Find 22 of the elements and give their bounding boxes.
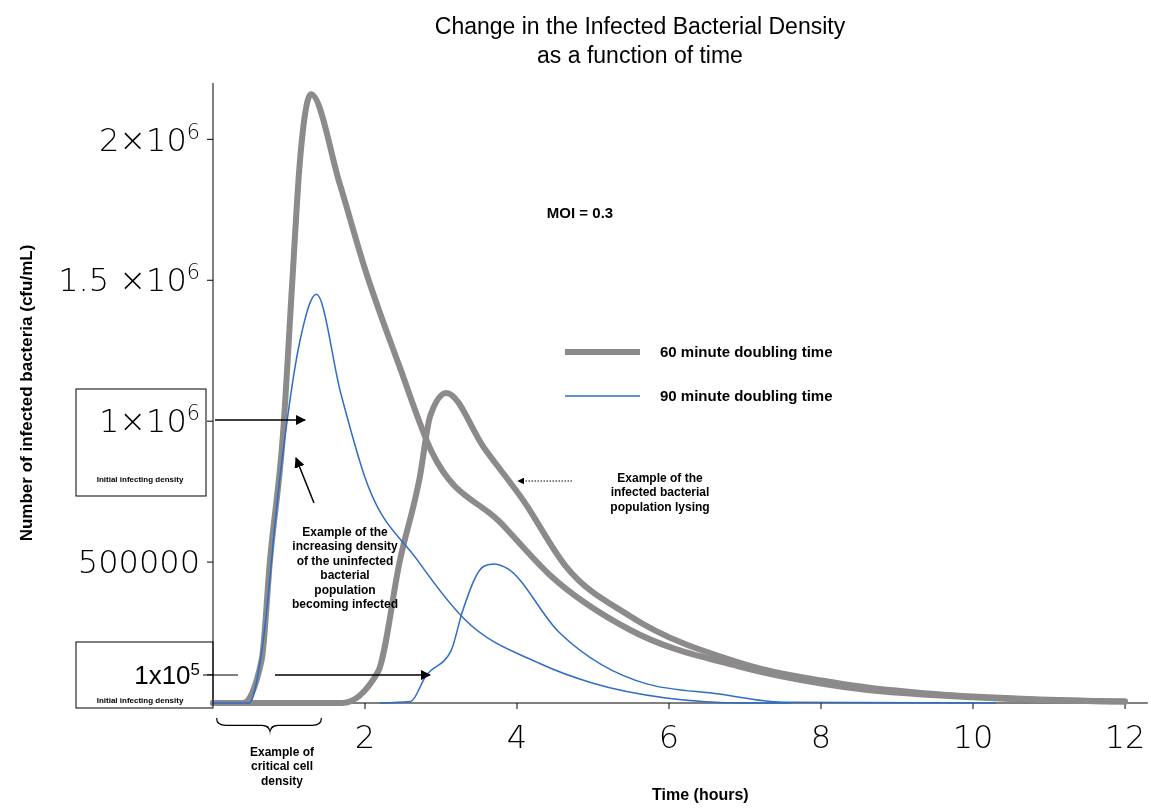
x-tick-label: 8 [810,718,832,756]
annotation: Example of the increasing density of the uninfected bacterial population becoming infected [291,525,399,611]
y-tick-label: 1×10$^{6}$ [98,401,200,441]
text: Initial infecting density [96,475,184,484]
text: Initial infecting density [96,696,184,705]
y-tick-label: 1x10$^{5}$ [134,659,200,690]
y-tick-label: 2×10$^{6}$ [98,119,200,159]
text: Example of critical cell density [249,745,316,788]
x-tick-label: 4 [506,718,528,756]
x-tick-label: 2 [354,718,376,756]
x-tick-label: 12 [1104,718,1146,756]
annotation: MOI = 0.3 [546,204,614,221]
x-axis-title: Time (hours) [652,786,749,803]
y-axis-title: Number of infected bacteria (cfu/mL) [17,244,36,542]
y-tick-label: 1.5 ×10$^{6}$ [58,260,200,300]
y-tick-label: 500000 [77,543,200,582]
legend-label: 60 minute doubling time [660,343,833,361]
annotation: Example of the infected bacterial population lysing [610,471,710,514]
x-tick-label: 6 [658,718,680,756]
chart-title: Change in the Infected Bacterial Density as a function of time [434,13,846,68]
x-tick-label: 10 [952,718,994,756]
legend-label: 90 minute doubling time [660,387,833,405]
